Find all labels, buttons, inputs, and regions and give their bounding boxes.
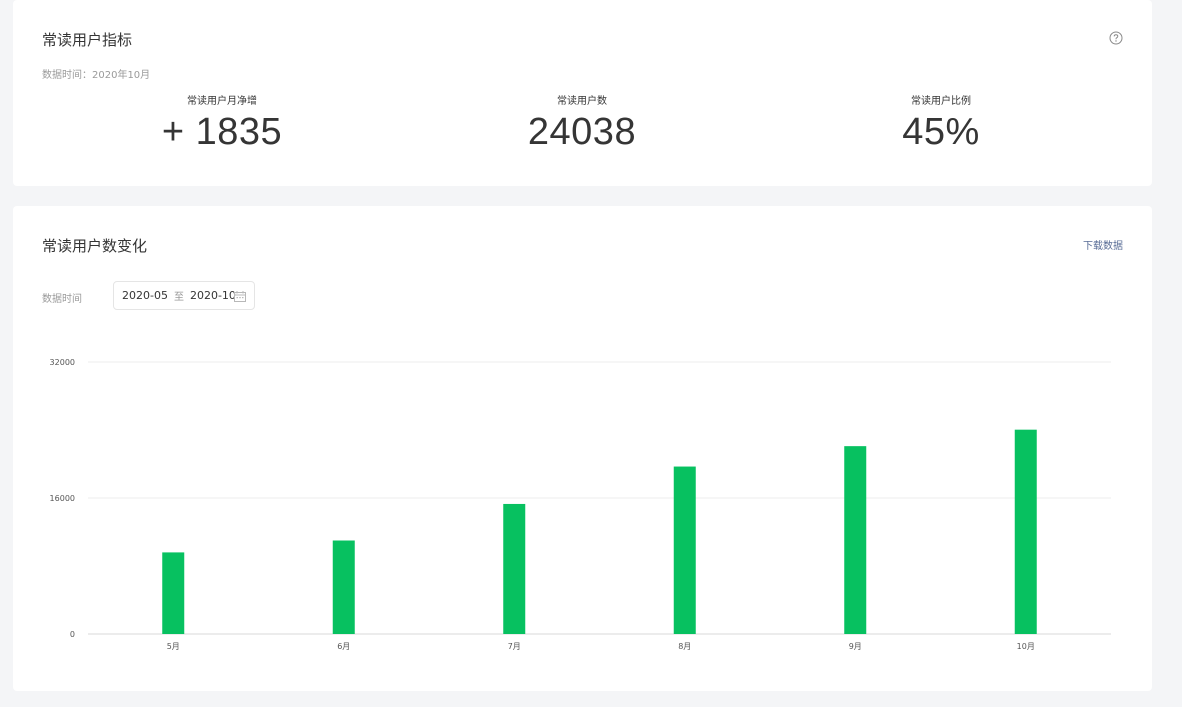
bar [503, 503, 526, 634]
summary-card: 常读用户指标 数据时间：2020年10月 常读用户月净增 + 1835 常读用户… [13, 0, 1152, 186]
trend-title: 常读用户数变化 [42, 237, 148, 255]
question-circle-icon[interactable] [1109, 31, 1123, 45]
data-time-label: 数据时间：2020年10月 [42, 70, 151, 81]
date-start: 2020-05 [122, 289, 168, 302]
metric-regular-ratio: 常读用户比例 45% [791, 92, 1091, 154]
date-separator: 至 [173, 292, 184, 303]
download-data-link[interactable]: 下载数据 [1083, 241, 1123, 252]
metric-value: + 1835 [161, 111, 283, 153]
summary-title: 常读用户指标 [42, 31, 133, 49]
x-tick-label: 5月 [167, 642, 180, 651]
date-filter-label: 数据时间 [42, 294, 82, 305]
bar [673, 466, 696, 634]
x-tick-label: 7月 [508, 642, 521, 651]
metric-value: 45% [902, 111, 980, 153]
x-tick-label: 8月 [678, 642, 691, 651]
metric-label: 常读用户比例 [911, 96, 971, 107]
date-end: 2020-10 [189, 289, 236, 302]
trend-card: 0 16000 32000 5月 6月 7月 8月 9月 10月 常读用户数变化 下载数据 数据… [13, 206, 1152, 691]
date-range-picker[interactable]: 2020-05 至 2020-10 [113, 281, 255, 310]
bar [844, 446, 867, 634]
x-tick-label: 10月 [1017, 642, 1035, 651]
bar [1014, 429, 1037, 634]
metric-value: 24038 [527, 111, 637, 153]
bar-chart: 0 16000 32000 5月 6月 7月 8月 9月 10月 [50, 358, 1111, 651]
metric-regular-readers: 常读用户数 24038 [432, 92, 732, 154]
bar [162, 552, 185, 634]
y-tick-label: 16000 [50, 494, 75, 503]
y-tick-label: 0 [70, 630, 75, 639]
metric-label: 常读用户月净增 [187, 96, 257, 107]
metric-net-increase: 常读用户月净增 + 1835 [72, 92, 372, 154]
y-tick-label: 32000 [50, 358, 75, 367]
x-tick-label: 6月 [337, 642, 350, 651]
metric-label: 常读用户数 [557, 96, 607, 107]
calendar-icon [234, 291, 246, 302]
x-tick-label: 9月 [849, 642, 862, 651]
bar [332, 540, 355, 634]
